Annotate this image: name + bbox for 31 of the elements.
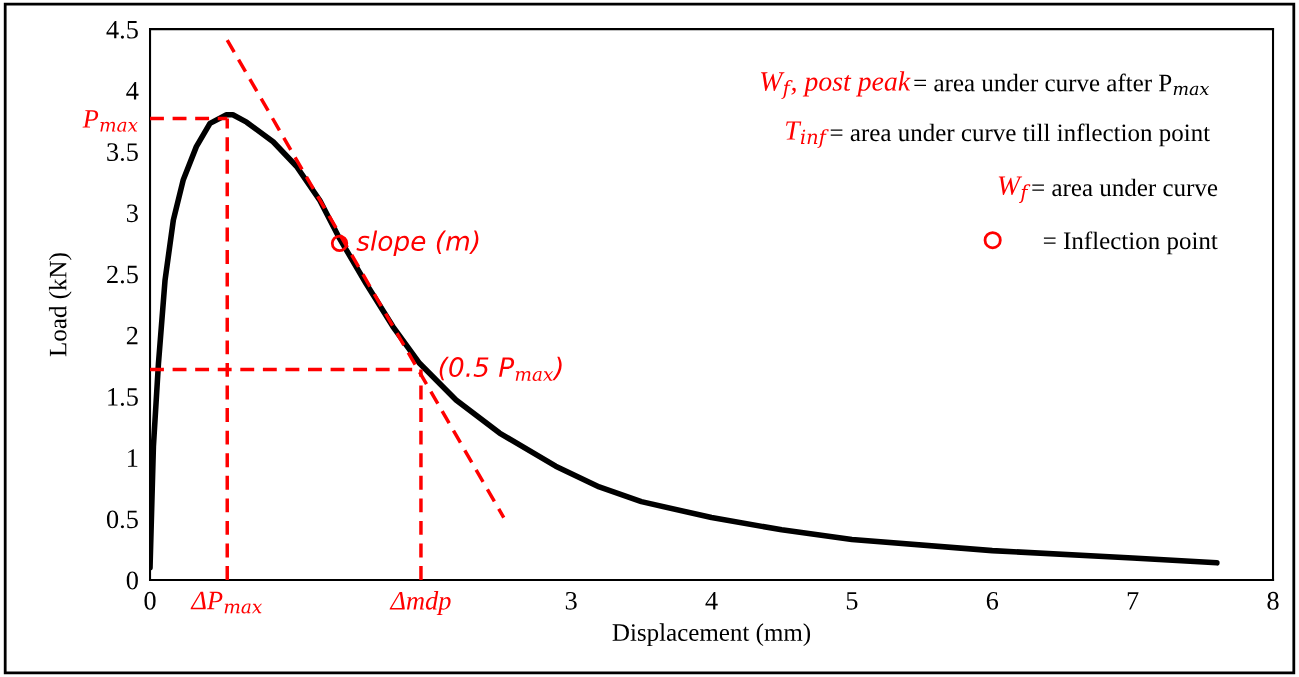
y-tick-label: 0.5	[106, 510, 138, 529]
annotation: = area under curve till inflection point	[830, 123, 1210, 147]
y-axis-title: Load (kN)	[48, 253, 72, 357]
x-tick-label: 0	[144, 591, 156, 610]
x-tick-label: Δmdp	[389, 591, 451, 616]
x-axis-title: Displacement (mm)	[612, 623, 811, 647]
y-tick-label: 1	[128, 449, 138, 467]
x-tick-label: 5	[846, 592, 858, 610]
annotation: = area under curve	[1032, 178, 1218, 197]
x-tick-label: 6	[986, 591, 999, 610]
y-tick-label: 4	[126, 82, 139, 100]
y-tick-label: 3.5	[107, 143, 138, 162]
y-tick-label: 4.5	[106, 20, 138, 39]
x-tick-label: 8	[1267, 591, 1279, 610]
y-tick-label: 2.5	[107, 265, 138, 284]
y-tick-label: 0	[126, 571, 138, 590]
annotation: (0.5 P$_{max}$)	[439, 356, 562, 382]
x-tick-label: ΔP$_{max}$	[190, 591, 263, 614]
y-tick-label: 3	[126, 204, 138, 223]
annotation: = area under curve after P$_{max}$	[914, 73, 1210, 96]
y-tick-label: 2	[126, 326, 138, 345]
x-tick-label: 7	[1127, 592, 1139, 610]
y-tick-label: P$_{max}$	[82, 110, 138, 132]
x-tick-label: 4	[705, 592, 718, 610]
annotation: W$_{f}$, post peak	[761, 71, 911, 99]
annotation: T$_{inf}$	[786, 121, 829, 148]
legend-label: = Inflection point	[1043, 231, 1218, 255]
annotation: W$_{f}$	[998, 176, 1031, 204]
annotation: slope (m)	[356, 230, 479, 257]
x-tick-label: 3	[565, 591, 577, 610]
y-tick-label: 1.5	[108, 388, 138, 406]
